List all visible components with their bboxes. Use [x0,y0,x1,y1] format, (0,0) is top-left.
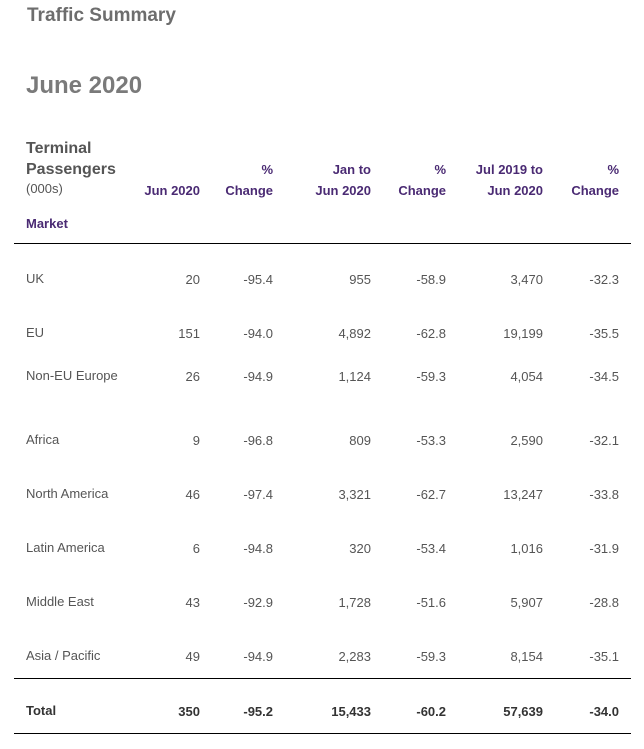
table-cell: 320 [349,540,371,556]
market-label: Africa [26,432,60,447]
table-row: North America 46 -97.4 3,321 -62.7 13,247 -33.… [0,474,644,514]
table-cell: -94.8 [243,540,273,556]
table-cell: -94.9 [243,368,273,384]
table-cell: -53.4 [416,540,446,556]
table-cell: 955 [349,271,371,287]
table-row: Africa 9 -96.8 809 -53.3 2,590 -32.1 [0,420,644,460]
table-cell: -32.1 [589,432,619,448]
market-label: Latin America [26,540,105,555]
table-cell: 49 [185,648,200,664]
col-header-pct-change-rolling: % Change [571,162,619,198]
market-label: North America [26,486,109,501]
period-heading: June 2020 [26,72,143,99]
table-cell: 9 [192,432,200,448]
market-column-header: Market [26,216,68,231]
header-rule [14,243,631,244]
col-header-jun-2020: Jun 2020 [144,183,200,198]
table-cell: -95.4 [243,271,273,287]
table-cell: 8,154 [510,648,543,664]
table-cell: -31.9 [589,540,619,556]
table-cell: 1,016 [510,540,543,556]
table-cell: -35.1 [589,648,619,664]
page-title: Traffic Summary [27,5,176,26]
market-label: Middle East [26,594,94,609]
table-cell: 43 [185,594,200,610]
table-row: Latin America 6 -94.8 320 -53.4 1,016 -31.9 [0,528,644,568]
table-cell: -51.6 [416,594,446,610]
market-label: EU [26,325,45,340]
table-row: EU 151 -94.0 4,892 -62.8 19,199 -35.5 [0,313,644,353]
table-cell: 151 [178,325,200,341]
table-cell: -94.0 [243,325,273,341]
table-cell: 809 [349,432,371,448]
market-label: Non-EU Europe [26,368,118,383]
market-label: UK [26,271,45,286]
table-cell: -58.9 [416,271,446,287]
table-row: Middle East 43 -92.9 1,728 -51.6 5,907 -28.8 [0,582,644,622]
table-header: Terminal Passengers (000s) Jun 2020 % Cha… [0,136,644,242]
table-cell: 13,247 [503,486,543,502]
market-label: Asia / Pacific [26,648,101,663]
table-cell: 2,590 [510,432,543,448]
table-cell: 4,054 [510,368,543,384]
total-cell: 57,639 [503,703,543,719]
table-cell: -53.3 [416,432,446,448]
table-cell: 19,199 [503,325,543,341]
table-cell: 3,321 [338,486,371,502]
table-cell: 20 [185,271,200,287]
table-row: UK 20 -95.4 955 -58.9 3,470 -32.3 [0,259,644,299]
table-cell: -94.9 [243,648,273,664]
table-cell: -34.5 [589,368,619,384]
table-cell: -62.8 [416,325,446,341]
table-cell: -35.5 [589,325,619,341]
total-row: Total 350 -95.2 15,433 -60.2 57,639 -34.… [0,691,644,731]
total-cell: -95.2 [243,703,273,719]
table-cell: 3,470 [510,271,543,287]
table-cell: -59.3 [416,368,446,384]
table-row: Non-EU Europe 26 -94.9 1,124 -59.3 4,054 -34.5 [0,356,644,396]
table-row: Asia / Pacific 49 -94.9 2,283 -59.3 8,154 -35.… [0,636,644,676]
col-header-pct-change-month: % Change [225,162,273,198]
table-cell: -96.8 [243,432,273,448]
bottom-rule [14,733,631,734]
table-cell: 6 [192,540,200,556]
table-cell: 1,124 [338,368,371,384]
table-cell: -28.8 [589,594,619,610]
table-cell: 5,907 [510,594,543,610]
col-header-ytd: Jan to Jun 2020 [315,162,371,198]
total-cell: 350 [178,703,200,719]
total-cell: 15,433 [331,703,371,719]
table-cell: -32.3 [589,271,619,287]
table-cell: 46 [185,486,200,502]
table-cell: -97.4 [243,486,273,502]
table-cell: -92.9 [243,594,273,610]
total-cell: -60.2 [416,703,446,719]
total-cell: -34.0 [589,703,619,719]
total-rule [14,678,631,679]
table-cell: 2,283 [338,648,371,664]
col-header-pct-change-ytd: % Change [398,162,446,198]
table-cell: -62.7 [416,486,446,502]
table-cell: 4,892 [338,325,371,341]
unit-label: (000s) [26,181,63,196]
total-label: Total [26,703,57,718]
table-cell: -59.3 [416,648,446,664]
col-header-rolling-12m: Jul 2019 to Jun 2020 [475,162,543,198]
table-cell: -33.8 [589,486,619,502]
table-cell: 1,728 [338,594,371,610]
terminal-passengers-heading: Terminal Passengers [26,140,116,178]
table-cell: 26 [185,368,200,384]
